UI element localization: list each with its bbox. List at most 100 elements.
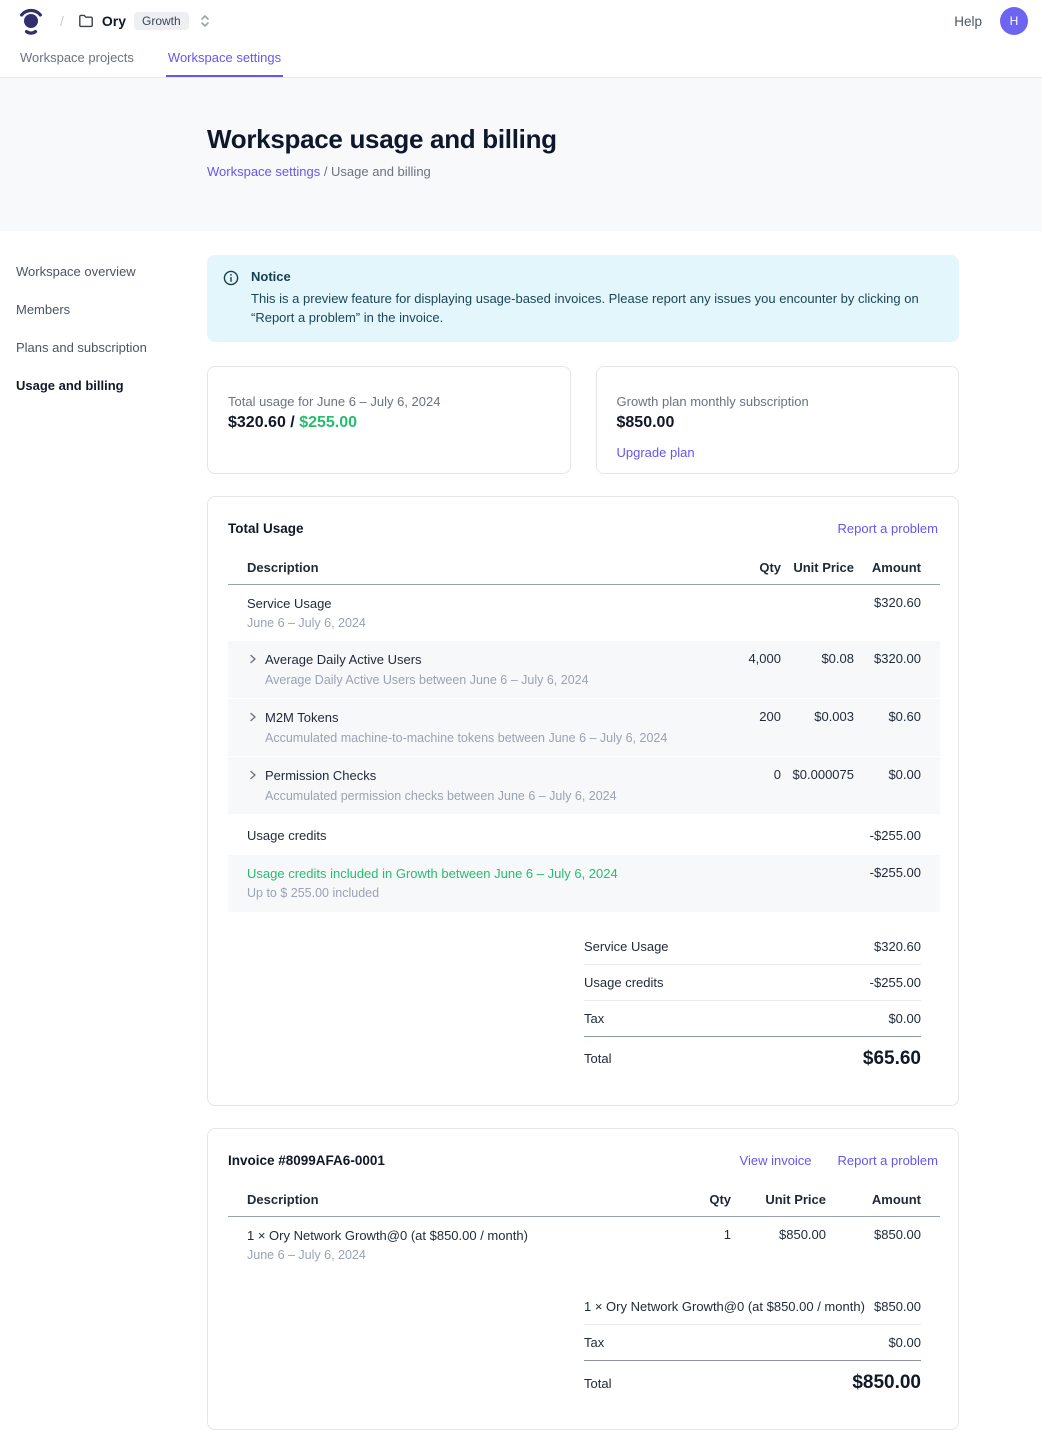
row-subtitle: Average Daily Active Users between June … [265,673,589,688]
usage-table: Description Qty Unit Price Amount Servic… [228,549,940,913]
table-row-service-usage: Service Usage June 6 – July 6, 2024 $320… [228,584,940,641]
table-row-m2m-tokens: M2M Tokens Accumulated machine-to-machin… [228,698,940,757]
row-amount: $850.00 [874,1226,921,1242]
chevron-right-icon[interactable] [247,711,259,723]
subscription-amount: $850.00 [616,413,675,431]
row-title: Usage credits included in Growth between… [247,865,618,881]
sidebar-item-plans-and-subscription[interactable]: Plans and subscription [16,340,147,355]
sidebar-item-workspace-overview[interactable]: Workspace overview [16,264,136,279]
notice-body: This is a preview feature for displaying… [251,291,919,325]
row-unit-price: $0.08 [781,641,854,699]
table-row-invoice-line: 1 × Ory Network Growth@0 (at $850.00 / m… [228,1216,940,1273]
table-row-usage-credits-detail: Usage credits included in Growth between… [228,854,940,913]
col-unit-price: Unit Price [731,1181,826,1217]
row-unit-price: $0.003 [781,698,854,757]
totals-label: 1 × Ory Network Growth@0 (at $850.00 / m… [584,1299,865,1315]
totals-row-service-usage: Service Usage $320.60 [584,929,921,965]
row-amount: $320.00 [854,641,940,699]
row-amount: $0.00 [854,756,940,815]
invoice-totals: 1 × Ory Network Growth@0 (at $850.00 / m… [584,1289,921,1405]
avatar[interactable]: H [1000,7,1028,35]
invoice-title: Invoice #8099AFA6-0001 [228,1152,385,1168]
row-subtitle: Accumulated machine-to-machine tokens be… [265,730,668,745]
row-title: Service Usage [247,595,332,611]
totals-value: $850.00 [874,1299,921,1315]
total-usage-table-card: Total Usage Report a problem Description… [207,495,959,1106]
upgrade-plan-link[interactable]: Upgrade plan [616,444,695,460]
chevron-right-icon[interactable] [247,769,259,781]
row-qty: 200 [700,698,781,757]
row-unit-price: $0.000075 [781,756,854,815]
totals-value: $320.60 [874,938,921,954]
top-bar: / Ory Growth Help H [0,0,1042,42]
row-title: Permission Checks [265,768,377,784]
preview-notice: Notice This is a preview feature for dis… [207,255,959,342]
col-amount: Amount [854,549,940,585]
tab-workspace-projects[interactable]: Workspace projects [20,50,134,65]
report-problem-link[interactable]: Report a problem [837,1152,938,1168]
totals-value: $0.00 [888,1335,921,1351]
row-subtitle: June 6 – July 6, 2024 [247,1248,366,1263]
row-subtitle: Up to $ 255.00 included [247,886,380,901]
usage-card-title: Total Usage [228,520,304,536]
row-unit-price: $850.00 [779,1226,826,1242]
workspace-switcher[interactable]: Ory Growth [78,12,211,30]
total-usage-label: Total usage for June 6 – July 6, 2024 [228,393,441,409]
row-subtitle: June 6 – July 6, 2024 [247,616,366,631]
totals-label: Tax [584,1010,605,1026]
row-amount: $0.60 [854,698,940,757]
totals-row-tax: Tax $0.00 [584,1001,921,1037]
totals-label: Service Usage [584,938,669,954]
breadcrumb-separator: / [60,13,64,29]
breadcrumb: Workspace settings / Usage and billing [207,164,1042,179]
col-qty: Qty [650,1181,731,1217]
totals-label: Usage credits [584,974,664,990]
row-qty: 1 [723,1226,731,1242]
report-problem-link[interactable]: Report a problem [837,520,938,536]
totals-value: $0.00 [888,1010,921,1026]
summary-cards: Total usage for June 6 – July 6, 2024 $3… [207,365,959,474]
invoice-card: Invoice #8099AFA6-0001 View invoice Repo… [207,1127,959,1431]
totals-row-line: 1 × Ory Network Growth@0 (at $850.00 / m… [584,1289,921,1326]
usage-separator: / [285,413,300,431]
row-title: 1 × Ory Network Growth@0 (at $850.00 / m… [247,1227,528,1243]
col-description: Description [228,549,700,585]
sidebar-item-usage-and-billing[interactable]: Usage and billing [16,378,124,393]
table-row-usage-credits: Usage credits -$255.00 [228,814,940,855]
page-title: Workspace usage and billing [207,124,557,154]
grand-total-value: $65.60 [862,1047,921,1069]
grand-total-label: Total [584,1051,612,1067]
col-amount: Amount [826,1181,940,1217]
col-qty: Qty [700,549,781,585]
grand-total-label: Total [584,1375,612,1391]
usage-totals: Service Usage $320.60 Usage credits -$25… [584,929,921,1081]
chevron-right-icon[interactable] [247,653,259,665]
usage-used-amount: $320.60 [228,413,286,431]
settings-sidenav: Workspace overview Members Plans and sub… [16,259,186,411]
total-usage-card: Total usage for June 6 – July 6, 2024 $3… [207,365,571,474]
row-qty: 4,000 [700,641,781,699]
totals-row-grand-total: Total $65.60 [584,1037,921,1081]
totals-row-tax: Tax $0.00 [584,1325,921,1362]
totals-row-usage-credits: Usage credits -$255.00 [584,965,921,1001]
help-link[interactable]: Help [954,13,982,29]
ory-logo-icon[interactable] [18,7,44,35]
table-row-average-daily-active-users: Average Daily Active Users Average Daily… [228,641,940,699]
grand-total-value: $850.00 [852,1372,921,1394]
col-description: Description [228,1181,650,1217]
row-amount: -$255.00 [869,827,921,843]
view-invoice-link[interactable]: View invoice [739,1152,812,1168]
total-usage-value: $320.60 / $255.00 [228,414,550,432]
chevron-updown-icon [200,15,209,27]
notice-title: Notice [251,269,291,284]
sidebar-item-members[interactable]: Members [16,302,71,317]
tab-workspace-settings[interactable]: Workspace settings [165,42,284,77]
breadcrumb-workspace-settings-link[interactable]: Workspace settings [207,164,321,179]
col-unit-price: Unit Price [781,549,854,585]
row-amount: $320.60 [874,594,921,610]
row-title: Usage credits [247,827,327,843]
row-amount: -$255.00 [854,854,940,913]
row-title: Average Daily Active Users [265,652,422,668]
subscription-card: Growth plan monthly subscription $850.00… [595,365,959,474]
plan-badge: Growth [134,12,189,30]
